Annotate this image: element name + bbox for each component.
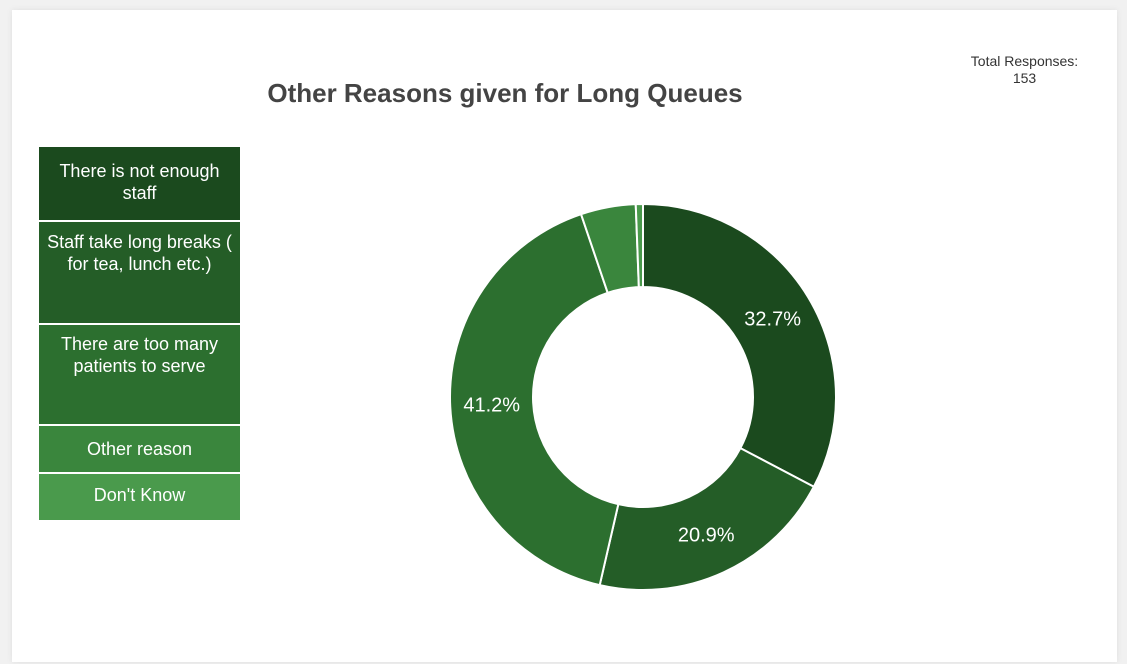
legend-item[interactable]: There are too many patients to serve — [39, 325, 240, 424]
total-responses-value: 153 — [1012, 70, 1037, 86]
donut-slice[interactable] — [598, 446, 816, 591]
total-responses-label: Total Responses: — [970, 53, 1079, 69]
legend-item[interactable]: Other reason — [39, 426, 240, 472]
chart-title: Other Reasons given for Long Queues — [267, 78, 743, 108]
donut-slice[interactable] — [634, 202, 644, 289]
slice-data-label: 41.2% — [463, 395, 520, 417]
legend-item[interactable]: Staff take long breaks ( for tea, lunch … — [39, 222, 240, 323]
donut-slice[interactable] — [449, 212, 620, 587]
legend-item[interactable]: There is not enough staff — [39, 147, 240, 220]
total-responses: Total Responses: 153 — [932, 53, 1117, 87]
legend: There is not enough staff Staff take lon… — [39, 147, 240, 520]
slice-data-label: 20.9% — [678, 525, 735, 547]
slice-data-label: 32.7% — [744, 309, 801, 331]
legend-item[interactable]: Don't Know — [39, 474, 240, 520]
donut-slice[interactable] — [642, 202, 837, 489]
